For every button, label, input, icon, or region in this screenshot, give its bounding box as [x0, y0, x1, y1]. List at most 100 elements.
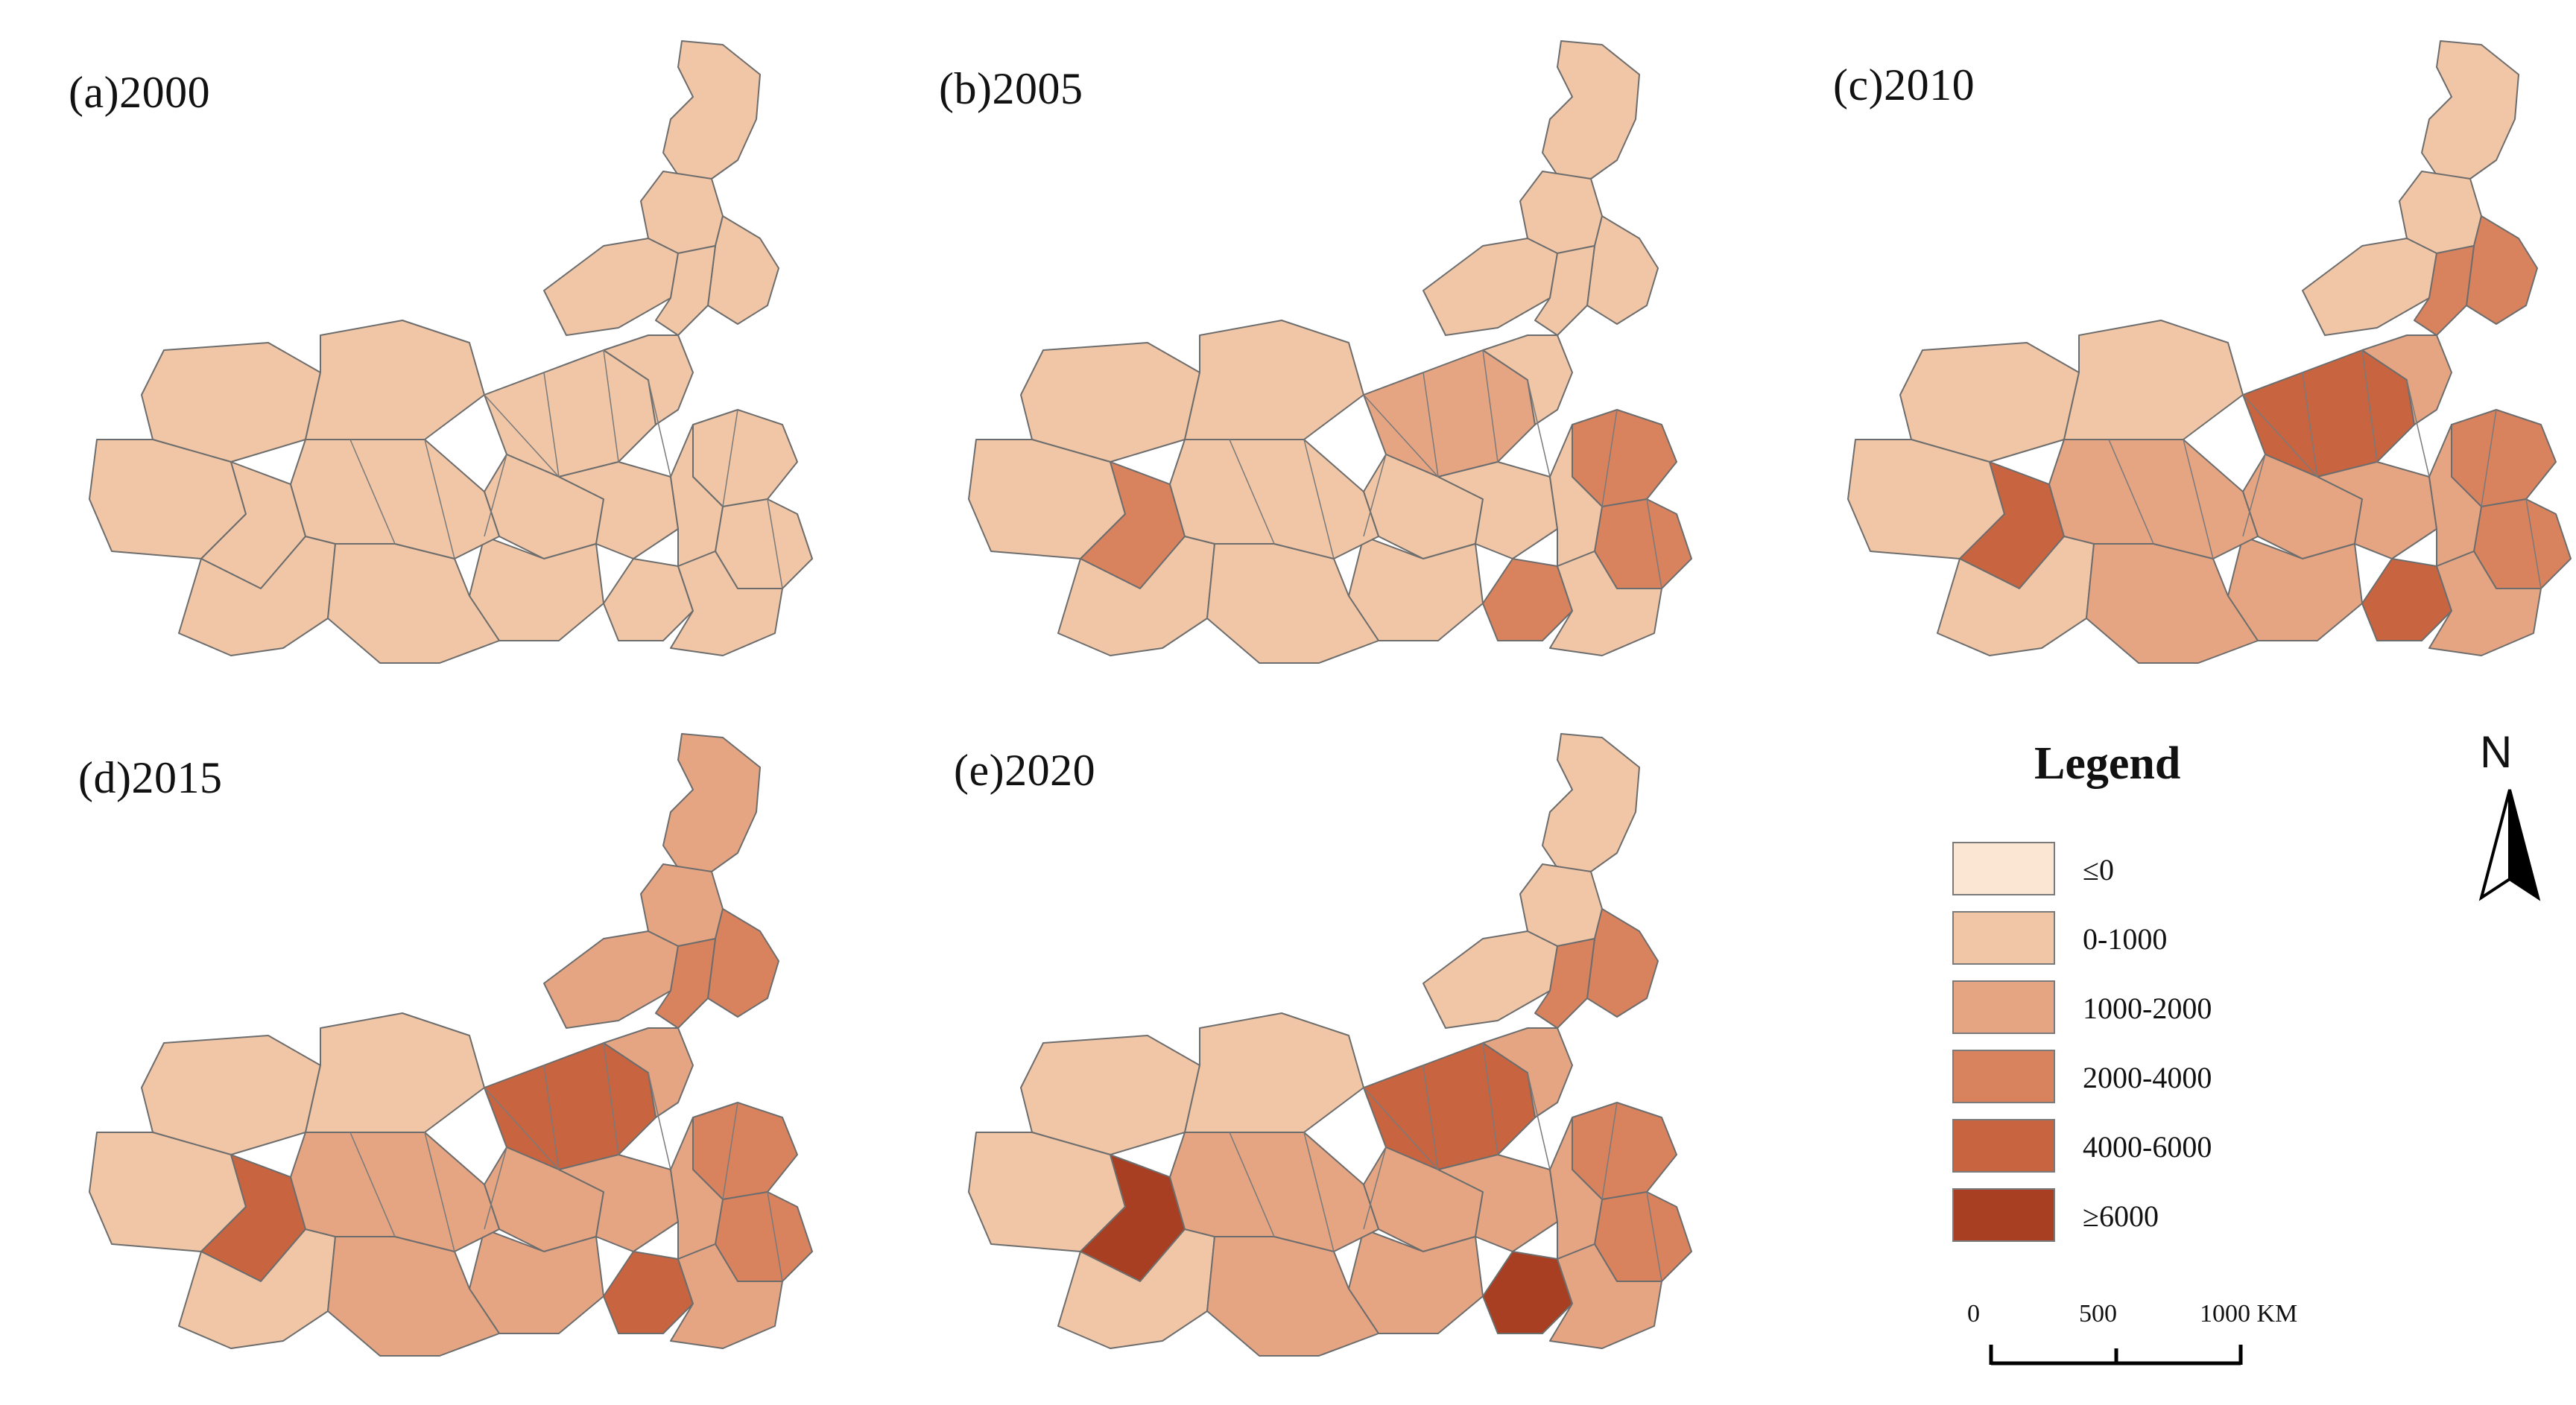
- region-west-1: [141, 1035, 321, 1155]
- county-boundary: [1601, 1102, 1618, 1200]
- map-panel-2000: (a)2000: [30, 22, 894, 708]
- region-northeast-upper: [662, 40, 761, 180]
- region-south-west: [1206, 543, 1379, 664]
- region-south-west: [2086, 543, 2259, 664]
- region-center-mid: [2317, 461, 2437, 559]
- legend-swatch: [1952, 1188, 2055, 1242]
- legend-item: 2000-4000: [1952, 1050, 2340, 1103]
- county-boundary: [603, 1042, 619, 1155]
- region-south-east: [670, 1243, 783, 1349]
- region-center-mid: [558, 461, 679, 559]
- county-boundary: [648, 1072, 671, 1170]
- scale-bar: 0 500 1000 KM: [1967, 1300, 2355, 1389]
- region-south-west: [327, 543, 500, 664]
- region-west-mid: [2048, 439, 2259, 559]
- region-east-a: [1586, 215, 1659, 325]
- panel-title: (b)2005: [939, 64, 1083, 113]
- choropleth-map: [968, 40, 1692, 664]
- region-west-mid: [290, 1132, 500, 1252]
- map-panel-2020: (e)2020: [909, 715, 1773, 1401]
- region-east-a: [2466, 215, 2538, 325]
- north-arrow-icon: [2478, 789, 2541, 901]
- county-boundary: [1303, 1132, 1335, 1252]
- county-boundary: [2406, 379, 2430, 478]
- panel-title: (e)2020: [954, 746, 1096, 795]
- region-south-east: [670, 551, 783, 656]
- scale-label-500: 500: [2079, 1300, 2117, 1328]
- county-boundary: [722, 409, 738, 507]
- county-boundary: [543, 372, 560, 478]
- region-west-1: [1020, 1035, 1200, 1155]
- legend-swatch: [1952, 980, 2055, 1034]
- legend: Legend ≤0 0-1000 1000-2000 2000-4000 400…: [1937, 738, 2355, 1244]
- region-west-mid: [1169, 1132, 1379, 1252]
- choropleth-map: [1847, 40, 2572, 664]
- legend-item: 1000-2000: [1952, 980, 2340, 1034]
- scale-label-1000: 1000 KM: [2200, 1300, 2298, 1328]
- legend-swatch: [1952, 1119, 2055, 1173]
- region-south-east: [1549, 1243, 1662, 1349]
- county-boundary: [2108, 439, 2154, 545]
- county-boundary: [2302, 372, 2318, 478]
- county-boundary: [349, 439, 396, 545]
- region-west-1: [1899, 342, 2080, 463]
- north-letter: N: [2480, 727, 2513, 777]
- region-northeast-upper: [662, 733, 761, 872]
- legend-label: 1000-2000: [2083, 992, 2212, 1025]
- county-boundary: [2361, 349, 2378, 463]
- choropleth-map: [89, 40, 813, 664]
- legend-swatch: [1952, 911, 2055, 965]
- region-east-inland: [2428, 424, 2482, 567]
- county-boundary: [722, 1102, 738, 1200]
- county-boundary: [1646, 498, 1662, 589]
- region-west-mid: [290, 439, 500, 559]
- county-boundary: [484, 394, 560, 478]
- region-east-inland: [1549, 1117, 1603, 1260]
- county-boundary: [484, 1146, 507, 1230]
- region-west-1: [1020, 342, 1200, 463]
- region-east-inland: [1549, 424, 1603, 567]
- choropleth-map: [89, 733, 813, 1357]
- map-panel-2010: (c)2010: [1788, 22, 2576, 708]
- county-boundary: [349, 1132, 396, 1237]
- legend-label: 2000-4000: [2083, 1061, 2212, 1094]
- map-panel-2005: (b)2005: [909, 22, 1773, 708]
- county-boundary: [1363, 1146, 1387, 1230]
- map-panel-2015: (d)2015: [30, 715, 894, 1401]
- north-arrow: N: [2466, 726, 2556, 920]
- county-boundary: [1229, 1132, 1275, 1237]
- region-northeast-upper: [2421, 40, 2519, 180]
- region-east-a: [1586, 908, 1659, 1018]
- legend-item: 4000-6000: [1952, 1119, 2340, 1173]
- county-boundary: [2242, 454, 2266, 537]
- legend-label: ≤0: [2083, 853, 2114, 887]
- panel-title: (c)2010: [1833, 60, 1975, 110]
- county-boundary: [1229, 439, 1275, 545]
- region-east-a: [707, 908, 779, 1018]
- county-boundary: [424, 439, 455, 559]
- county-boundary: [1303, 439, 1335, 559]
- county-boundary: [543, 1065, 560, 1170]
- region-west-2: [1184, 320, 1364, 440]
- county-boundary: [2242, 394, 2318, 478]
- choropleth-map: [968, 733, 1692, 1357]
- legend-label: 0-1000: [2083, 922, 2168, 956]
- panel-title: (d)2015: [78, 753, 223, 802]
- legend-swatch: [1952, 1050, 2055, 1103]
- county-boundary: [424, 1132, 455, 1252]
- legend-item: ≤0: [1952, 842, 2340, 895]
- county-boundary: [1363, 394, 1439, 478]
- county-boundary: [1646, 1191, 1662, 1282]
- region-south-west: [327, 1236, 500, 1357]
- county-boundary: [484, 1087, 560, 1170]
- region-south-east: [1549, 551, 1662, 656]
- county-boundary: [767, 498, 783, 589]
- region-east-inland: [670, 1117, 724, 1260]
- legend-label: ≥6000: [2083, 1199, 2159, 1233]
- region-east-inland: [670, 424, 724, 567]
- region-center-mid: [558, 1154, 679, 1252]
- region-south-west: [1206, 1236, 1379, 1357]
- county-boundary: [2525, 498, 2542, 589]
- county-boundary: [1423, 372, 1439, 478]
- panel-title: (a)2000: [69, 68, 211, 117]
